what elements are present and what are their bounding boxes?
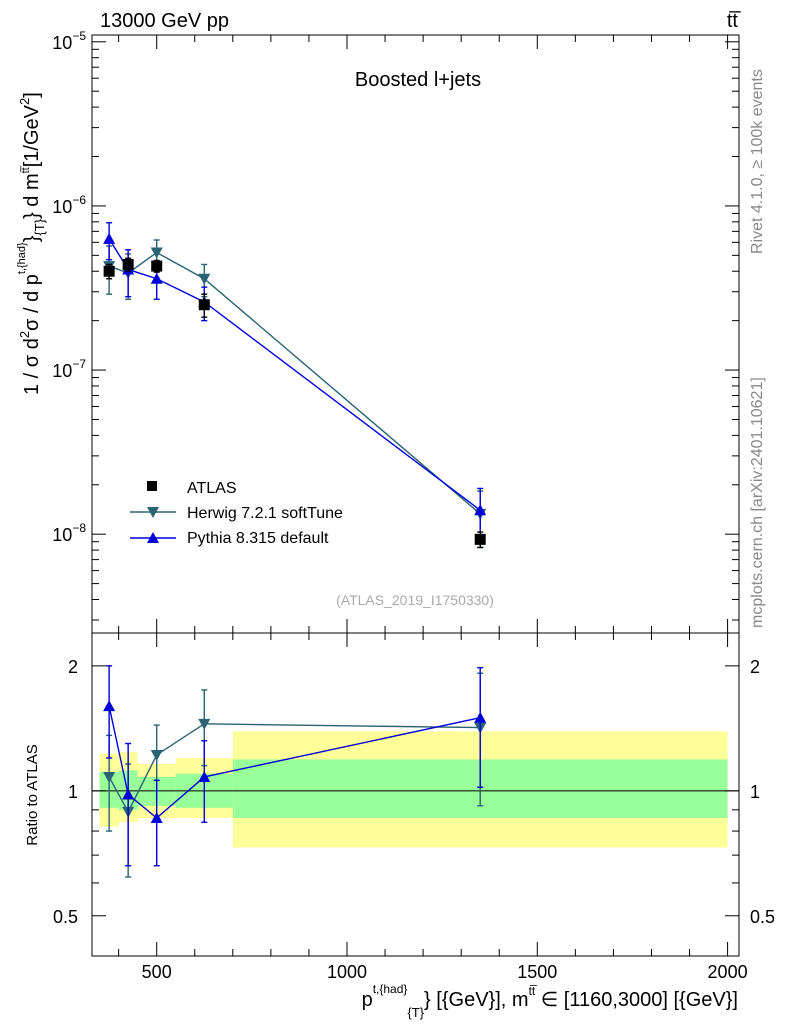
data-point-atlas	[103, 265, 115, 277]
main-y-ticks: 10−810−710−610−5	[52, 29, 739, 621]
rivet-version-label: Rivet 4.1.0, ≥ 100k events	[749, 69, 766, 254]
header-process-label: tt̅	[727, 10, 741, 32]
ylabel-k: ]	[21, 92, 43, 98]
ylabel-h: tt̅	[20, 165, 32, 173]
ylabel-f: {T}	[32, 218, 47, 235]
ratio-tick-label-right: 0.5	[750, 907, 775, 927]
ratio-tick-label-left: 0.5	[53, 907, 78, 927]
y-tick-exp: −7	[72, 357, 86, 371]
ratio-point-pythia	[103, 700, 116, 712]
main-y-axis-label: 1 / σ d2σ / d pt,{had}}{T}} d mtt̅[1/GeV…	[16, 92, 47, 395]
ratio-point-herwig	[103, 771, 116, 783]
y-tick-base: 10	[52, 33, 72, 53]
ylabel-g: } d m	[21, 173, 43, 219]
main-series	[103, 222, 487, 549]
header-collision-label: 13000 GeV pp	[100, 10, 229, 32]
x-tick-label: 500	[142, 962, 172, 982]
ylabel-e: }	[21, 235, 43, 242]
data-point-pythia	[150, 272, 163, 284]
y-tick-base: 10	[52, 361, 72, 381]
data-point-herwig	[150, 247, 163, 259]
legend-label-herwig: Herwig 7.2.1 softTune	[187, 505, 343, 522]
y-tick-label: 10−8	[52, 521, 86, 545]
xlabel-main: p	[362, 989, 373, 1011]
y-tick-label: 10−6	[52, 193, 86, 217]
ylabel-a: 1 / σ d	[21, 338, 43, 395]
x-tick-label: 2000	[708, 962, 748, 982]
xlabel-rest2: ∈ [1160,3000] [{GeV}]	[535, 989, 738, 1011]
ratio-point-pythia	[122, 788, 135, 800]
y-tick-label: 10−5	[52, 29, 86, 53]
xlabel-sup2: tt̅	[529, 984, 538, 998]
plot-title: Boosted l+jets	[355, 69, 481, 91]
x-axis-label: pt,{had} {T}} [{GeV}], mtt̅ ∈ [1160,3000]…	[362, 982, 738, 1020]
data-point-atlas	[198, 299, 210, 311]
ylabel-i: [1/GeV	[21, 104, 43, 167]
data-point-atlas	[474, 533, 486, 545]
ylabel-d: t,{had}	[16, 242, 28, 274]
y-tick-label: 10−7	[52, 357, 86, 381]
ratio-y-ticks: 0.5 0.5 1 1 2 2	[53, 657, 775, 927]
legend-label-pythia: Pythia 8.315 default	[187, 530, 329, 547]
data-point-pythia	[103, 232, 116, 244]
ratio-plot-frame	[91, 632, 740, 957]
y-tick-exp: −5	[72, 29, 86, 43]
ylabel-j: 2	[17, 98, 32, 105]
legend-marker-herwig	[147, 507, 159, 518]
y-tick-exp: −6	[72, 193, 86, 207]
ylabel-c: σ / d p	[21, 274, 43, 331]
ratio-point-pythia	[198, 770, 211, 782]
ratio-panel: 0.5 0.5 1 1 2 2 Ratio to ATLAS	[24, 632, 775, 957]
y-tick-base: 10	[52, 197, 72, 217]
ratio-y-axis-label: Ratio to ATLAS	[24, 744, 41, 845]
main-panel: 10−810−710−610−5 Boosted l+jets (ATLAS_2…	[16, 29, 740, 634]
legend-marker-atlas	[147, 481, 157, 491]
data-point-herwig	[198, 273, 211, 285]
series-line-herwig	[108, 251, 481, 515]
x-ticks: 500 1000 1500 2000	[118, 35, 748, 982]
ratio-point-pythia	[474, 711, 487, 723]
legend-marker-pythia	[147, 532, 159, 543]
data-point-atlas	[122, 258, 134, 270]
ratio-series	[103, 665, 487, 878]
ratio-point-herwig	[150, 749, 163, 761]
legend: ATLAS Herwig 7.2.1 softTune Pythia 8.315…	[130, 480, 343, 547]
y-tick-base: 10	[52, 525, 72, 545]
x-tick-label: 1500	[517, 962, 557, 982]
ratio-tick-label-left: 2	[68, 657, 78, 677]
y-tick-exp: −8	[72, 521, 86, 535]
ratio-point-herwig	[198, 718, 211, 730]
series-line-pythia	[108, 238, 481, 511]
xlabel-sup: t,{had}	[373, 982, 408, 996]
mcplots-label: mcplots.cern.ch [arXiv:2401.10621]	[749, 377, 766, 628]
ratio-tick-label-right: 1	[750, 782, 760, 802]
data-point-atlas	[151, 260, 163, 272]
x-tick-label: 1000	[327, 962, 367, 982]
data-point-pythia	[474, 504, 487, 516]
analysis-id-label: (ATLAS_2019_I1750330)	[336, 592, 494, 608]
ylabel-b: 2	[17, 331, 32, 338]
xlabel-sub: {T}	[407, 1005, 424, 1020]
legend-label-atlas: ATLAS	[187, 480, 237, 497]
ratio-tick-label-right: 2	[750, 657, 760, 677]
xlabel-rest: } [{GeV}], m	[424, 989, 529, 1011]
ratio-tick-label-left: 1	[68, 782, 78, 802]
ratio-point-pythia	[150, 812, 163, 824]
